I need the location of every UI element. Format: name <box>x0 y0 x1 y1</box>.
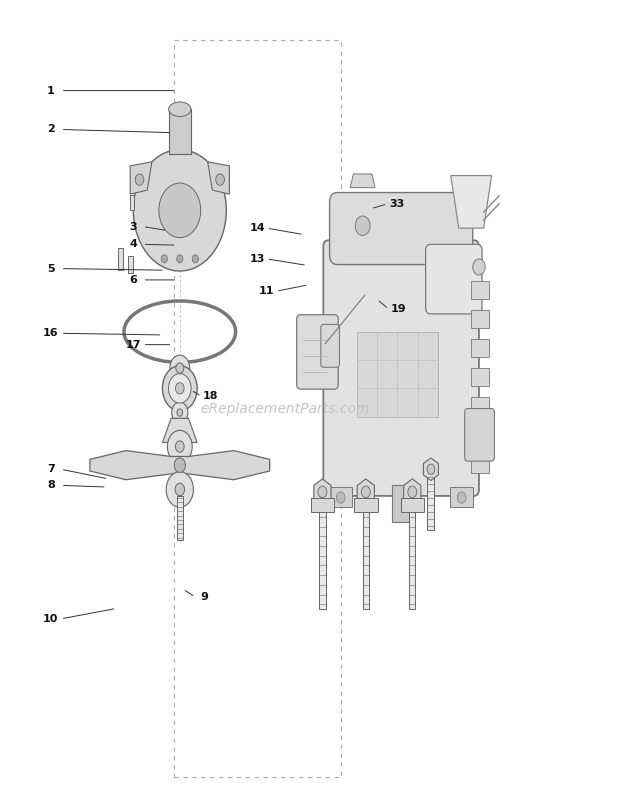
Circle shape <box>318 486 327 498</box>
Circle shape <box>170 355 190 381</box>
Text: 17: 17 <box>125 340 141 349</box>
Circle shape <box>408 486 417 498</box>
Bar <box>177 495 183 540</box>
Bar <box>357 332 438 417</box>
Bar <box>450 487 472 507</box>
Circle shape <box>162 366 197 411</box>
Text: 6: 6 <box>130 275 137 285</box>
Circle shape <box>175 483 185 496</box>
Bar <box>471 339 490 357</box>
Circle shape <box>427 464 435 474</box>
Bar <box>174 40 341 777</box>
Circle shape <box>133 150 226 271</box>
Polygon shape <box>208 162 229 194</box>
Text: 18: 18 <box>203 392 219 401</box>
FancyBboxPatch shape <box>321 324 340 367</box>
Bar <box>392 485 410 522</box>
Text: 8: 8 <box>47 481 55 490</box>
Ellipse shape <box>169 102 191 116</box>
Polygon shape <box>357 479 374 505</box>
Circle shape <box>472 259 485 275</box>
Text: 9: 9 <box>201 592 208 602</box>
Bar <box>471 455 490 473</box>
Bar <box>401 498 424 512</box>
FancyBboxPatch shape <box>465 409 495 461</box>
Text: 13: 13 <box>250 254 265 264</box>
Circle shape <box>458 492 466 503</box>
Bar <box>471 281 490 299</box>
Circle shape <box>355 216 370 235</box>
Circle shape <box>161 255 167 263</box>
Bar <box>471 368 490 386</box>
Circle shape <box>337 492 345 503</box>
Bar <box>311 498 334 512</box>
Bar <box>169 109 191 154</box>
Text: 7: 7 <box>47 464 55 474</box>
Polygon shape <box>162 418 197 443</box>
Bar <box>130 195 134 210</box>
Bar <box>319 512 326 609</box>
Circle shape <box>192 255 198 263</box>
Circle shape <box>135 174 144 185</box>
Bar <box>363 512 369 609</box>
Bar <box>428 473 434 530</box>
Text: 5: 5 <box>47 264 55 273</box>
Bar <box>128 256 133 273</box>
Polygon shape <box>451 176 492 228</box>
Bar <box>409 512 415 609</box>
Polygon shape <box>130 162 152 194</box>
Text: 19: 19 <box>390 304 406 314</box>
Circle shape <box>216 174 224 185</box>
Bar <box>471 310 490 328</box>
Polygon shape <box>90 451 270 480</box>
Circle shape <box>174 458 185 472</box>
Text: 16: 16 <box>43 328 59 338</box>
FancyBboxPatch shape <box>425 244 482 314</box>
Circle shape <box>177 255 183 263</box>
Polygon shape <box>314 479 331 505</box>
Text: 1: 1 <box>47 86 55 95</box>
Polygon shape <box>350 174 375 188</box>
Polygon shape <box>404 479 421 505</box>
Text: 33: 33 <box>389 199 404 209</box>
Circle shape <box>361 486 370 498</box>
Bar <box>330 487 352 507</box>
Bar <box>471 397 490 415</box>
Circle shape <box>175 441 184 452</box>
FancyBboxPatch shape <box>297 315 339 389</box>
Text: 3: 3 <box>130 222 137 231</box>
Polygon shape <box>423 458 438 481</box>
Circle shape <box>172 402 188 423</box>
Circle shape <box>175 383 184 394</box>
Text: 14: 14 <box>249 223 265 233</box>
Circle shape <box>167 430 192 463</box>
Text: eReplacementParts.com: eReplacementParts.com <box>200 401 370 416</box>
Text: 2: 2 <box>47 125 55 134</box>
FancyBboxPatch shape <box>324 240 479 496</box>
Bar <box>354 498 378 512</box>
Circle shape <box>176 363 184 373</box>
Text: 10: 10 <box>43 614 58 624</box>
Circle shape <box>169 374 191 403</box>
Text: 11: 11 <box>259 286 275 296</box>
FancyBboxPatch shape <box>330 193 472 265</box>
Bar <box>118 248 123 270</box>
Circle shape <box>166 472 193 507</box>
Bar <box>471 426 490 444</box>
Circle shape <box>159 183 201 238</box>
Text: 4: 4 <box>130 239 137 249</box>
Circle shape <box>177 409 183 417</box>
